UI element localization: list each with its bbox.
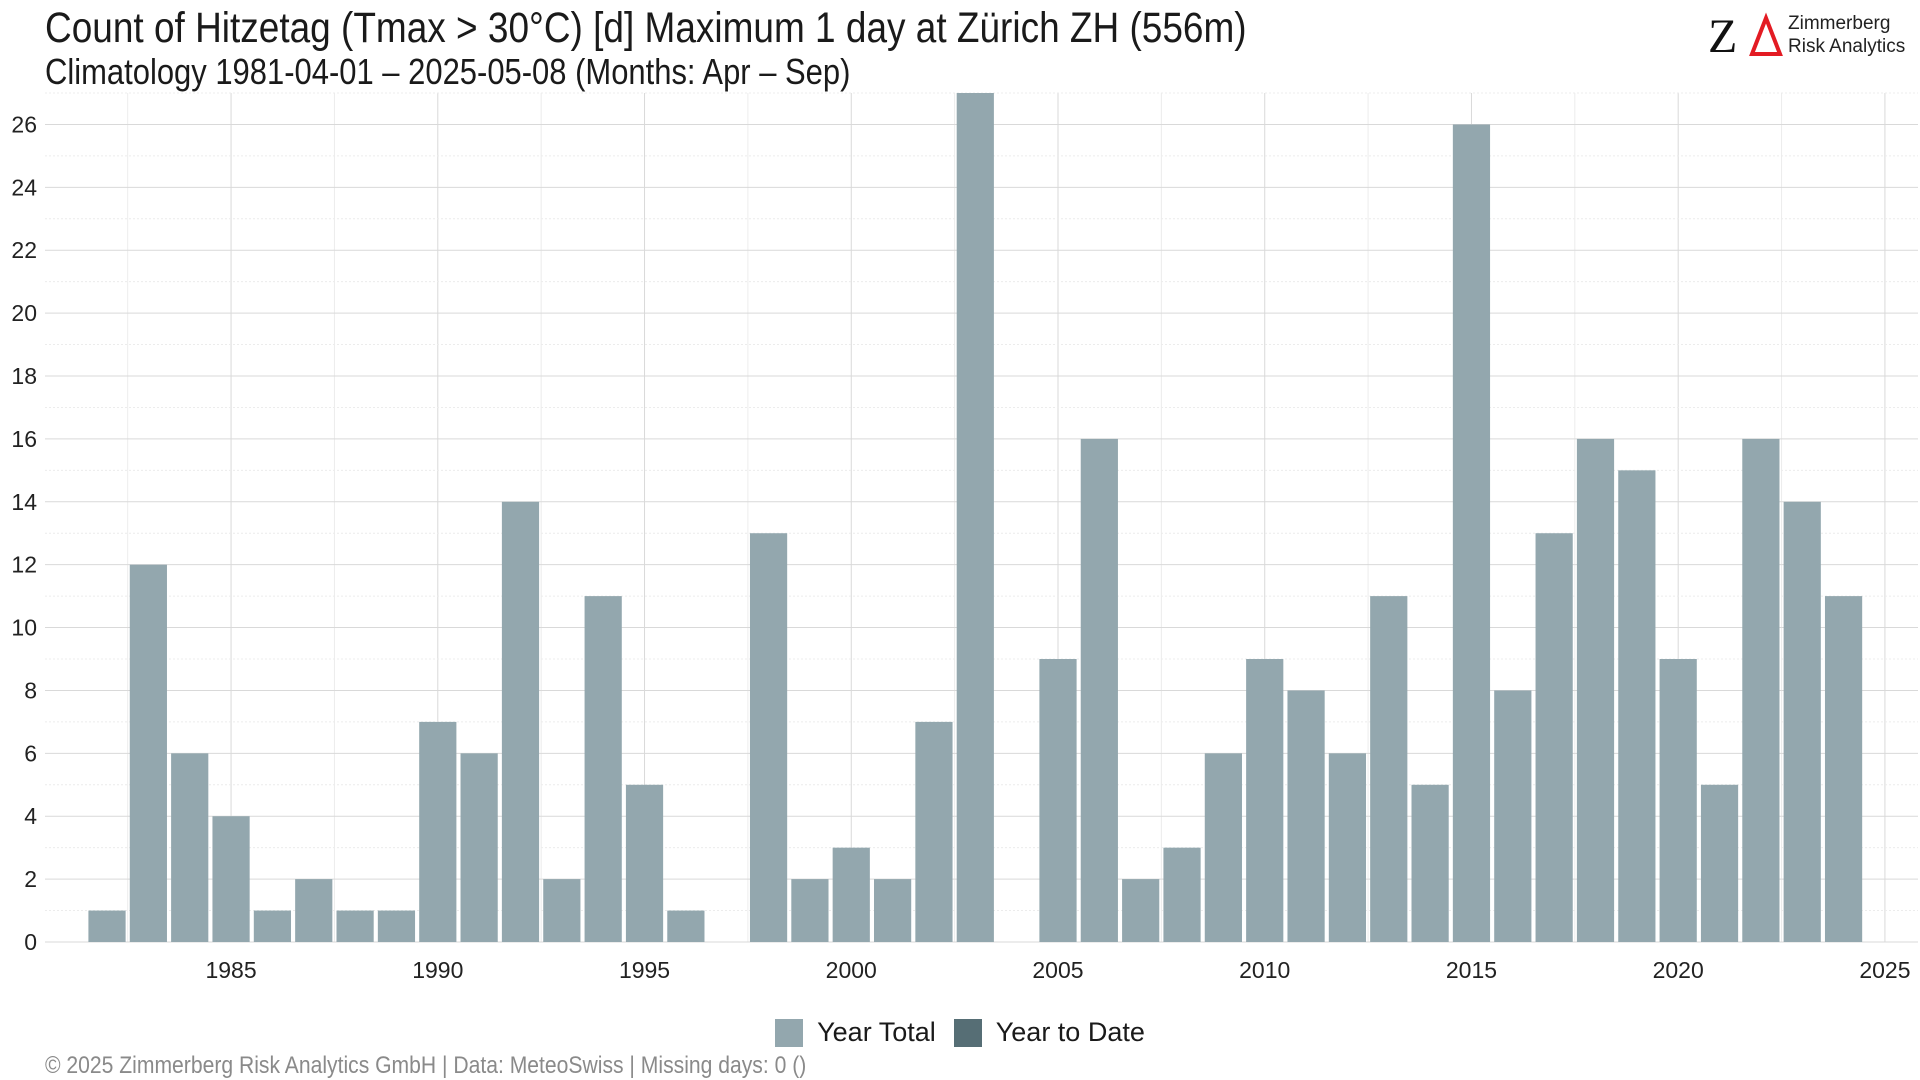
y-tick-label: 18 bbox=[11, 363, 37, 389]
bar-2022 bbox=[1742, 438, 1780, 942]
bar-1998 bbox=[749, 533, 788, 942]
legend-label-year-total: Year Total bbox=[817, 1017, 936, 1047]
bar-series bbox=[88, 93, 1863, 942]
y-tick-label: 24 bbox=[11, 174, 37, 200]
bar-2013 bbox=[1370, 596, 1408, 942]
bar-1992 bbox=[501, 501, 540, 942]
x-tick-label: 2000 bbox=[826, 957, 877, 983]
y-tick-label: 0 bbox=[24, 929, 37, 955]
bar-2012 bbox=[1328, 753, 1367, 942]
bar-2001 bbox=[874, 879, 912, 942]
company-logo: Z Zimmerberg Risk Analytics bbox=[1708, 12, 1908, 62]
bar-1996 bbox=[667, 910, 705, 942]
bar-1988 bbox=[336, 910, 374, 942]
footer-credits: © 2025 Zimmerberg Risk Analytics GmbH | … bbox=[45, 1052, 807, 1079]
bar-1990 bbox=[419, 721, 457, 942]
x-tick-label: 2005 bbox=[1032, 957, 1083, 983]
y-tick-label: 16 bbox=[11, 426, 37, 452]
y-tick-label: 12 bbox=[11, 552, 37, 578]
logo-text-line1: Zimmerberg bbox=[1788, 13, 1891, 34]
x-tick-label: 2020 bbox=[1653, 957, 1704, 983]
logo-text-line2: Risk Analytics bbox=[1788, 36, 1906, 57]
y-tick-label: 22 bbox=[11, 237, 37, 263]
legend-item-year-to-date: Year to Date bbox=[953, 1017, 1145, 1048]
x-tick-label: 1990 bbox=[412, 957, 463, 983]
bar-2023 bbox=[1783, 501, 1821, 942]
legend-label-year-to-date: Year to Date bbox=[995, 1017, 1145, 1047]
logo-mark-icon: Z bbox=[1708, 12, 1783, 60]
bar-2014 bbox=[1411, 784, 1449, 942]
bar-1986 bbox=[253, 910, 292, 942]
bar-1999 bbox=[791, 879, 829, 942]
bar-2002 bbox=[915, 721, 953, 942]
bar-2000 bbox=[832, 847, 870, 942]
y-tick-label: 10 bbox=[11, 615, 37, 641]
bar-2021 bbox=[1700, 784, 1739, 942]
bar-2018 bbox=[1576, 438, 1615, 942]
x-tick-label: 2025 bbox=[1859, 957, 1910, 983]
bar-2015 bbox=[1452, 124, 1491, 942]
bar-2017 bbox=[1535, 533, 1573, 942]
bar-1982 bbox=[88, 910, 126, 942]
bar-2006 bbox=[1080, 438, 1118, 942]
bar-2016 bbox=[1494, 690, 1532, 942]
bar-2008 bbox=[1163, 847, 1201, 942]
bar-2003 bbox=[956, 93, 994, 942]
x-tick-label: 2015 bbox=[1446, 957, 1497, 983]
bar-2020 bbox=[1659, 659, 1697, 942]
bar-2019 bbox=[1618, 470, 1656, 942]
bar-1991 bbox=[460, 753, 498, 942]
bar-1993 bbox=[543, 879, 581, 942]
bar-2007 bbox=[1122, 879, 1160, 942]
bar-1987 bbox=[295, 879, 333, 942]
bar-2010 bbox=[1246, 659, 1284, 942]
y-tick-label: 6 bbox=[24, 740, 37, 766]
y-tick-label: 20 bbox=[11, 300, 37, 326]
svg-text:Z: Z bbox=[1708, 12, 1737, 60]
x-tick-label: 1995 bbox=[619, 957, 670, 983]
bar-1989 bbox=[377, 910, 416, 942]
legend-swatch-year-total bbox=[775, 1018, 804, 1047]
chart-title: Count of Hitzetag (Tmax > 30°C) [d] Maxi… bbox=[45, 4, 1247, 52]
bar-1985 bbox=[212, 816, 250, 942]
bar-1994 bbox=[584, 596, 622, 942]
legend: Year Total Year to Date bbox=[0, 1017, 1920, 1048]
y-tick-label: 14 bbox=[11, 489, 37, 515]
y-tick-label: 4 bbox=[24, 803, 37, 829]
bar-1995 bbox=[625, 784, 664, 942]
bar-1984 bbox=[171, 753, 209, 942]
y-tick-label: 2 bbox=[24, 866, 37, 892]
bar-2009 bbox=[1204, 753, 1242, 942]
bar-2011 bbox=[1287, 690, 1325, 942]
chart-subtitle: Climatology 1981-04-01 – 2025-05-08 (Mon… bbox=[45, 51, 851, 92]
bar-2005 bbox=[1039, 659, 1077, 942]
legend-swatch-year-to-date bbox=[953, 1018, 982, 1047]
y-tick-label: 26 bbox=[11, 111, 37, 137]
y-tick-label: 8 bbox=[24, 677, 37, 703]
bar-2024 bbox=[1824, 596, 1863, 942]
bar-1983 bbox=[129, 564, 167, 942]
x-tick-label: 2010 bbox=[1239, 957, 1290, 983]
x-tick-label: 1985 bbox=[205, 957, 256, 983]
legend-item-year-total: Year Total bbox=[775, 1017, 936, 1048]
